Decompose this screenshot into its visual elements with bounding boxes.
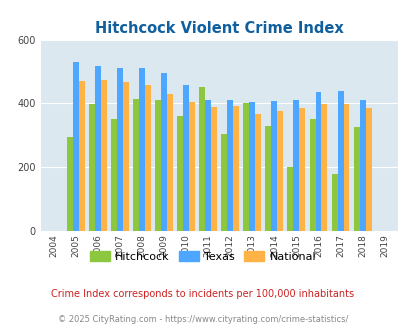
Bar: [79, 82, 85, 231]
Bar: [265, 126, 271, 231]
Bar: [189, 102, 195, 231]
Bar: [298, 108, 305, 231]
Bar: [227, 100, 232, 231]
Bar: [321, 104, 326, 231]
Bar: [277, 112, 283, 231]
Bar: [101, 80, 107, 231]
Bar: [249, 102, 255, 231]
Bar: [343, 104, 349, 231]
Bar: [167, 94, 173, 231]
Bar: [89, 104, 95, 231]
Bar: [183, 85, 189, 231]
Bar: [221, 134, 227, 231]
Bar: [331, 174, 337, 231]
Bar: [155, 100, 161, 231]
Bar: [73, 62, 79, 231]
Title: Hitchcock Violent Crime Index: Hitchcock Violent Crime Index: [95, 21, 343, 36]
Bar: [337, 91, 343, 231]
Bar: [211, 107, 217, 231]
Bar: [111, 119, 117, 231]
Bar: [139, 68, 145, 231]
Legend: Hitchcock, Texas, National: Hitchcock, Texas, National: [85, 247, 320, 266]
Bar: [255, 114, 260, 231]
Bar: [123, 82, 129, 231]
Bar: [232, 106, 239, 231]
Bar: [359, 100, 364, 231]
Bar: [177, 116, 183, 231]
Bar: [315, 92, 321, 231]
Bar: [199, 87, 205, 231]
Bar: [133, 99, 139, 231]
Bar: [293, 100, 298, 231]
Bar: [271, 102, 277, 231]
Bar: [95, 66, 101, 231]
Bar: [309, 119, 315, 231]
Bar: [161, 73, 167, 231]
Bar: [67, 137, 73, 231]
Bar: [205, 100, 211, 231]
Bar: [145, 85, 151, 231]
Bar: [353, 127, 359, 231]
Text: Crime Index corresponds to incidents per 100,000 inhabitants: Crime Index corresponds to incidents per…: [51, 289, 354, 299]
Bar: [117, 68, 123, 231]
Bar: [287, 167, 293, 231]
Text: © 2025 CityRating.com - https://www.cityrating.com/crime-statistics/: © 2025 CityRating.com - https://www.city…: [58, 315, 347, 324]
Bar: [243, 103, 249, 231]
Bar: [364, 108, 371, 231]
